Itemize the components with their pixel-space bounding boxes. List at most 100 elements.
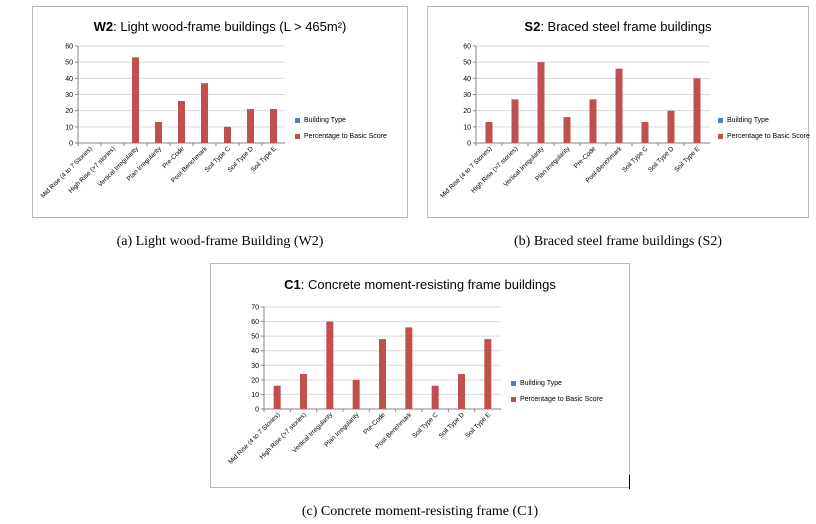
y-tick-label: 40	[251, 348, 259, 355]
legend-item-percentage: Percentage to Basic Score	[718, 128, 810, 144]
y-tick-label: 0	[69, 141, 73, 148]
y-tick-label: 30	[251, 363, 259, 370]
y-tick-label: 40	[463, 76, 471, 83]
bar-2	[326, 321, 334, 409]
bar-8	[270, 109, 277, 143]
bar-0	[273, 385, 281, 409]
legend-item-building-type: Building Type	[295, 112, 387, 128]
x-tick-label: Soil Type E	[250, 145, 279, 174]
bar-6	[641, 121, 649, 143]
y-tick-label: 60	[251, 319, 259, 326]
chart-title-code: W2	[93, 19, 114, 34]
y-tick-label: 30	[463, 92, 471, 99]
bar-0	[485, 121, 493, 143]
chart-legend: Building Type Percentage to Basic Score	[295, 112, 387, 144]
x-tick-label: Soil Type E	[464, 411, 493, 440]
chart-title: C1: Concrete moment-resisting frame buil…	[211, 277, 629, 292]
y-tick-label: 50	[251, 334, 259, 341]
x-tick-label: High Rise (>7 stories)	[470, 145, 519, 194]
legend-label: Percentage to Basic Score	[727, 132, 810, 140]
bar-6	[431, 385, 439, 409]
y-tick-label: 10	[463, 124, 471, 131]
y-tick-label: 20	[463, 108, 471, 115]
chart-title-text: : Light wood-frame buildings (L > 465m²)	[113, 19, 347, 34]
y-tick-label: 50	[463, 60, 471, 67]
bar-5	[201, 83, 208, 143]
legend-item-building-type: Building Type	[718, 112, 810, 128]
chart-title: S2: Braced steel frame buildings	[428, 19, 808, 34]
bar-4	[589, 99, 597, 143]
x-tick-label: Soil Type C	[411, 411, 440, 440]
x-tick-label: Soil Type E	[673, 145, 702, 174]
bar-chart-c1: 0 10 20 30 40 50 60 70 Mid Rise (4 to 7 Stories)…	[227, 305, 501, 466]
y-tick-label: 60	[65, 44, 73, 51]
bar-1	[300, 374, 307, 409]
bar-chart-s2: 0 10 20 30 40 50 60 Mid Rise (4 to 7 Stories)Hi…	[439, 44, 710, 200]
y-tick-label: 0	[255, 407, 259, 414]
bar-2	[537, 62, 545, 143]
y-tick-label: 40	[65, 76, 73, 83]
bar-2	[132, 57, 139, 143]
y-tick-label: 70	[251, 305, 259, 312]
text-cursor	[629, 475, 630, 489]
bar-5	[615, 68, 623, 143]
legend-swatch	[511, 380, 516, 386]
legend-label: Building Type	[520, 379, 562, 387]
chart-panel-c1: C1: Concrete moment-resisting frame buil…	[210, 263, 630, 488]
chart-legend: Building Type Percentage to Basic Score	[511, 375, 603, 407]
legend-item-percentage: Percentage to Basic Score	[295, 128, 387, 144]
bar-3	[155, 121, 162, 143]
y-tick-label: 10	[65, 124, 73, 131]
legend-swatch	[295, 117, 300, 123]
x-tick-label: Mid Rise (4 to 7 Stories)	[227, 411, 281, 465]
legend-label: Percentage to Basic Score	[520, 395, 603, 403]
legend-swatch	[511, 396, 516, 402]
x-tick-label: Pre-Code	[573, 145, 598, 170]
x-tick-label: Soil Type D	[647, 145, 676, 174]
chart-title-code: S2	[524, 19, 541, 34]
y-tick-label: 30	[65, 92, 73, 99]
legend-item-percentage: Percentage to Basic Score	[511, 391, 603, 407]
y-tick-label: 20	[65, 108, 73, 115]
bar-8	[693, 78, 701, 143]
x-tick-label: Pre-Code	[362, 411, 387, 436]
bar-8	[484, 339, 492, 409]
figure-caption-c: (c) Concrete moment-resisting frame (C1)	[301, 504, 539, 519]
y-tick-label: 10	[251, 392, 259, 399]
bar-6	[224, 126, 231, 143]
bar-1	[511, 99, 519, 143]
bar-7	[247, 109, 254, 143]
legend-swatch	[718, 133, 723, 139]
legend-swatch	[718, 117, 723, 123]
legend-swatch	[295, 133, 300, 139]
x-tick-label: Vertical Irregularity	[97, 145, 141, 189]
chart-title-code: C1	[284, 277, 301, 292]
x-tick-label: High Rise (>7 stories)	[259, 411, 308, 460]
y-tick-label: 50	[65, 60, 73, 67]
bar-3	[563, 117, 571, 143]
chart-title-text: : Braced steel frame buildings	[540, 19, 712, 34]
figure-caption-b: (b) Braced steel frame buildings (S2)	[514, 234, 722, 249]
bar-5	[405, 327, 413, 409]
x-tick-label: Soil Type C	[621, 145, 650, 174]
bar-7	[458, 374, 465, 409]
legend-item-building-type: Building Type	[511, 375, 603, 391]
legend-label: Building Type	[304, 116, 346, 124]
x-tick-label: Soil Type D	[438, 411, 467, 440]
y-tick-label: 20	[251, 377, 259, 384]
x-tick-label: Mid Rise (4 to 7 Stories)	[439, 145, 493, 199]
bar-4	[178, 100, 185, 143]
chart-panel-s2: S2: Braced steel frame buildings 0 10 20 30…	[427, 6, 810, 218]
figure-caption-a: (a) Light wood-frame Building (W2)	[116, 234, 324, 249]
chart-title-text: : Concrete moment-resisting frame buildi…	[300, 277, 556, 292]
y-tick-label: 0	[467, 141, 471, 148]
legend-label: Percentage to Basic Score	[304, 132, 387, 140]
bar-3	[352, 379, 360, 409]
chart-panel-w2: W2: Light wood-frame buildings (L > 465m…	[32, 6, 408, 218]
legend-label: Building Type	[727, 116, 769, 124]
bar-4	[379, 339, 386, 409]
bar-7	[667, 110, 675, 143]
y-tick-label: 60	[463, 44, 471, 51]
chart-legend: Building Type Percentage to Basic Score	[718, 112, 810, 144]
